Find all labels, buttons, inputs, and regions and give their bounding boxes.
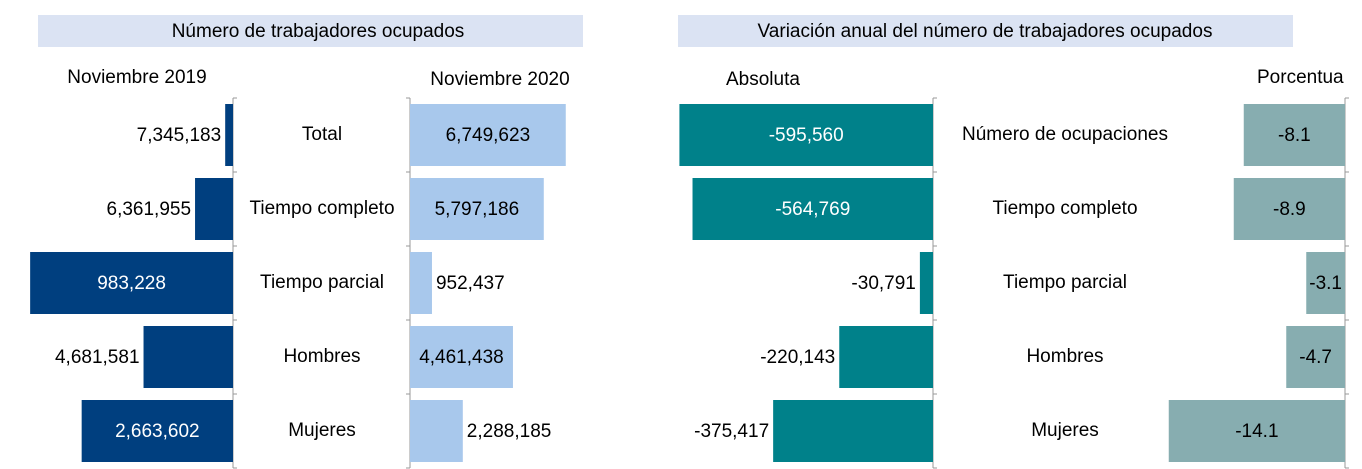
bar [30,252,233,314]
bar [195,178,233,240]
category-label: Tiempo completo [249,198,394,219]
panel-title: Absoluta [726,69,800,90]
value-label: -30,791 [851,273,915,294]
category-label: Total [302,124,342,145]
bar [1168,400,1345,462]
bar [679,104,933,166]
value-label: -3.1 [1309,273,1342,294]
panel-title: Noviembre 2019 [67,67,206,88]
value-label: 2,288,185 [467,421,552,442]
bar [1306,252,1345,314]
category-label: Tiempo parcial [1003,272,1127,293]
value-label: 7,345,183 [137,125,222,146]
category-label: Tiempo completo [992,198,1137,219]
value-label: 983,228 [97,273,166,294]
bar [410,104,566,166]
value-label: -8.1 [1278,125,1311,146]
value-label: -4.7 [1299,347,1332,368]
bar [1243,104,1345,166]
category-label: Mujeres [1031,420,1099,441]
value-label: -220,143 [760,347,835,368]
value-label: 4,461,438 [419,347,504,368]
bar [919,252,933,314]
category-label: Tiempo parcial [260,272,384,293]
value-label: -595,560 [769,125,844,146]
header: Variación anual del número de trabajador… [758,21,1213,42]
bar [410,400,463,462]
bar [1233,178,1345,240]
bar [692,178,933,240]
header-box [38,15,583,47]
value-label: -8.9 [1273,199,1306,220]
bar [225,104,233,166]
header: Número de trabajadores ocupados [172,21,465,42]
value-label: 4,681,581 [55,347,140,368]
category-label: Hombres [1026,346,1103,367]
category-label: Mujeres [288,420,356,441]
panel-title: Porcentua [1257,67,1344,88]
value-label: 2,663,602 [115,421,200,442]
bar [81,400,233,462]
value-label: -564,769 [775,199,850,220]
bar [410,178,544,240]
value-label: 6,749,623 [446,125,531,146]
value-label: -14.1 [1235,421,1278,442]
header-box [678,15,1293,47]
bar [410,326,513,388]
bar [143,326,233,388]
bar [839,326,933,388]
bar [410,252,432,314]
bar [1286,326,1345,388]
value-label: 6,361,955 [107,199,192,220]
bar [773,400,933,462]
value-label: -375,417 [694,421,769,442]
value-label: 952,437 [436,273,505,294]
panel-title: Noviembre 2020 [430,69,569,90]
category-label: Hombres [283,346,360,367]
value-label: 5,797,186 [435,199,520,220]
category-label: Número de ocupaciones [962,124,1168,145]
